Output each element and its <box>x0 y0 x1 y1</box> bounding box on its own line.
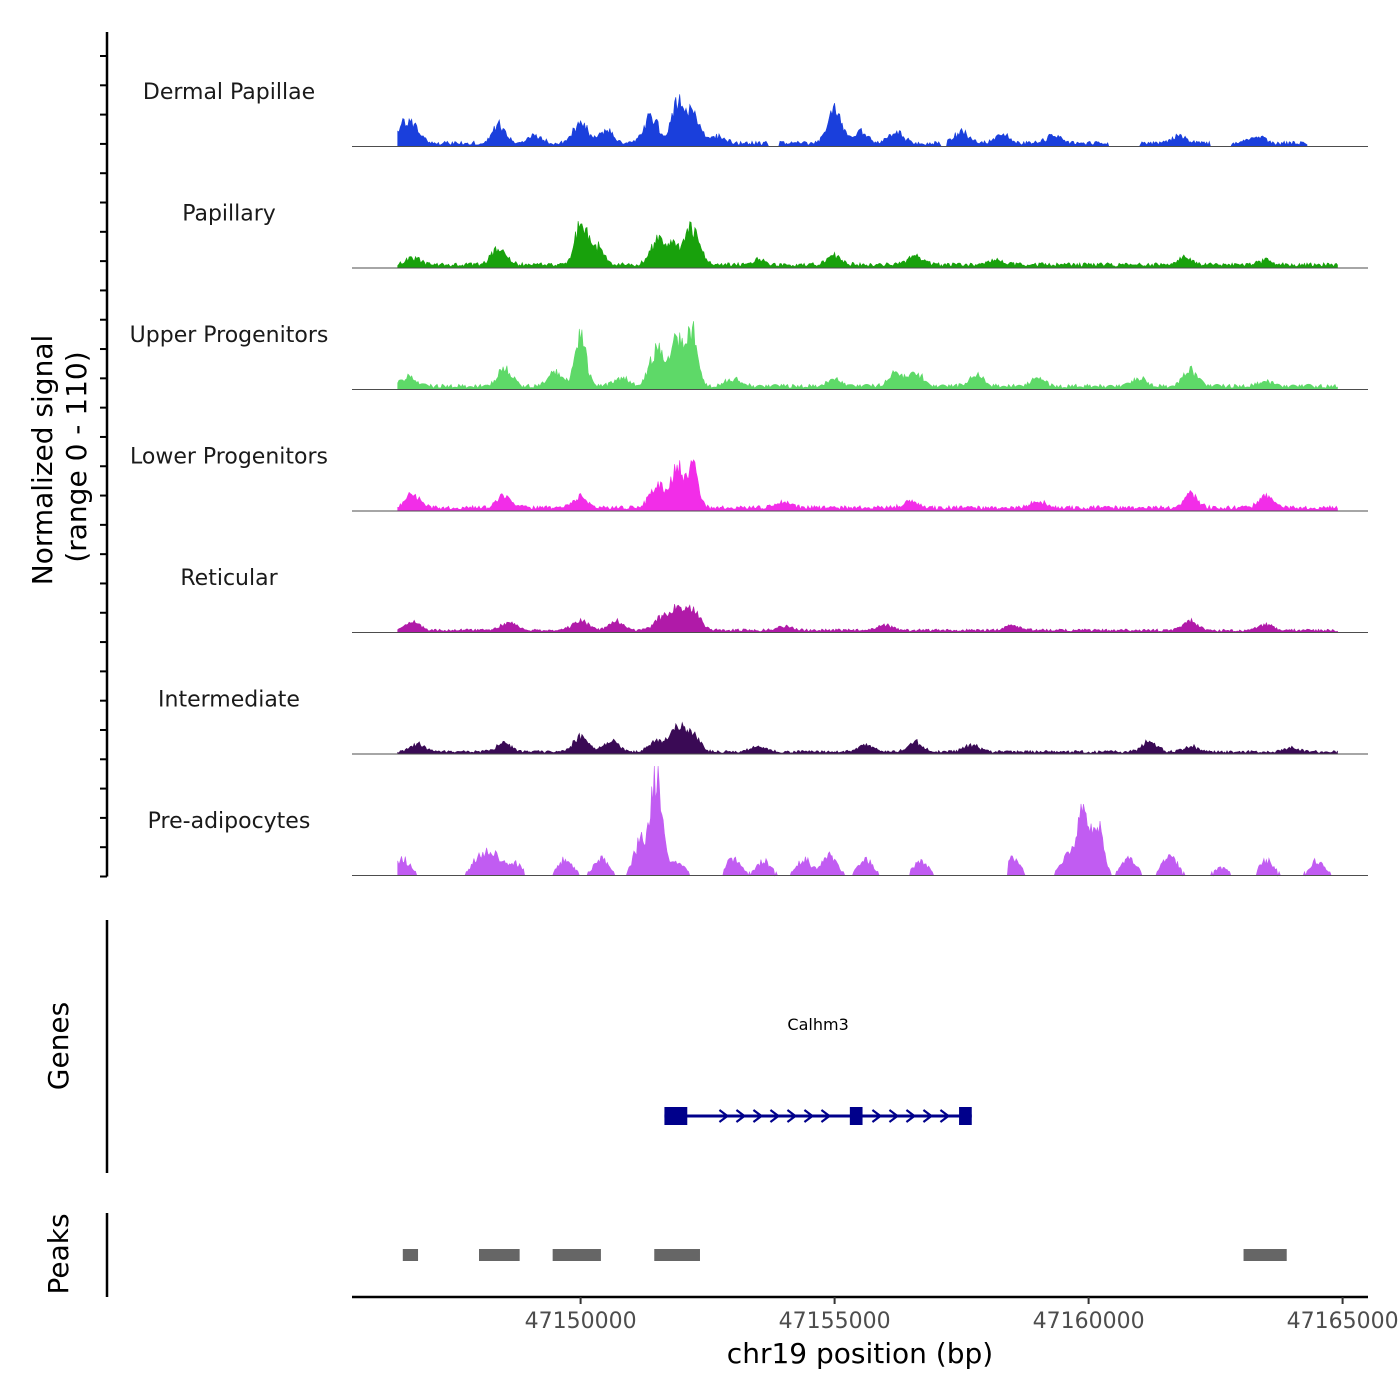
peak-region <box>402 1249 419 1261</box>
signal-area <box>397 321 1338 390</box>
gene-0: Calhm3 <box>664 1015 972 1125</box>
strand-arrow <box>922 1109 934 1123</box>
peak-region <box>552 1249 601 1261</box>
track-0: Dermal Papillae <box>143 80 1368 147</box>
gene-exon <box>849 1107 863 1125</box>
strand-arrow <box>820 1109 832 1123</box>
track-label: Lower Progenitors <box>130 445 328 470</box>
strand-arrow <box>939 1109 951 1123</box>
x-tick-label: 47165000 <box>1287 1309 1399 1334</box>
signal-area <box>397 765 1338 877</box>
track-label: Reticular <box>180 566 278 591</box>
gene-exon <box>664 1107 688 1125</box>
strand-arrow <box>769 1109 781 1123</box>
track-1: Papillary <box>182 202 1368 269</box>
gene-exon <box>959 1107 972 1125</box>
track-5: Intermediate <box>158 688 1368 755</box>
genes-axis-title: Genes <box>42 1002 75 1090</box>
track-label: Dermal Papillae <box>143 80 315 105</box>
signal-area <box>397 721 1338 755</box>
signal-area <box>397 94 1308 147</box>
peaks-track <box>402 1249 1287 1261</box>
peak-region <box>654 1249 700 1261</box>
signal-tracks: Dermal Papillae Papillary Upper Progenitor… <box>130 80 1368 877</box>
peak-region <box>479 1249 520 1261</box>
x-axis: 47150000 47155000 47160000 47165000 <box>352 1295 1399 1334</box>
x-tick-label: 47155000 <box>779 1309 891 1334</box>
x-tick-label: 47150000 <box>525 1309 637 1334</box>
track-3: Lower Progenitors <box>130 445 1368 512</box>
y-axis-title-line1: Normalized signal <box>26 335 59 586</box>
strand-arrow <box>888 1109 900 1123</box>
strand-arrow <box>752 1109 764 1123</box>
track-label: Pre-adipocytes <box>148 809 311 834</box>
track-6: Pre-adipocytes <box>148 765 1368 877</box>
x-tick-label: 47160000 <box>1033 1309 1145 1334</box>
strand-arrow <box>803 1109 815 1123</box>
x-axis-title: chr19 position (bp) <box>727 1337 993 1370</box>
strand-arrow <box>735 1109 747 1123</box>
strand-arrow <box>718 1109 730 1123</box>
genes-track: Calhm3 <box>664 1015 972 1125</box>
strand-arrow <box>905 1109 917 1123</box>
signal-y-axis <box>100 32 109 878</box>
strand-arrow <box>786 1109 798 1123</box>
signal-area <box>397 604 1338 633</box>
peaks-axis-title: Peaks <box>42 1213 75 1294</box>
track-2: Upper Progenitors <box>130 321 1368 390</box>
track-label: Papillary <box>182 202 276 227</box>
track-label: Intermediate <box>158 688 300 713</box>
y-axis-title-line2: (range 0 - 110) <box>60 351 93 562</box>
track-label: Upper Progenitors <box>130 323 329 348</box>
peak-region <box>1243 1249 1287 1261</box>
strand-arrow <box>871 1109 883 1123</box>
track-4: Reticular <box>180 566 1368 633</box>
gene-label: Calhm3 <box>787 1015 848 1034</box>
signal-area <box>397 459 1338 512</box>
signal-area <box>397 221 1338 269</box>
